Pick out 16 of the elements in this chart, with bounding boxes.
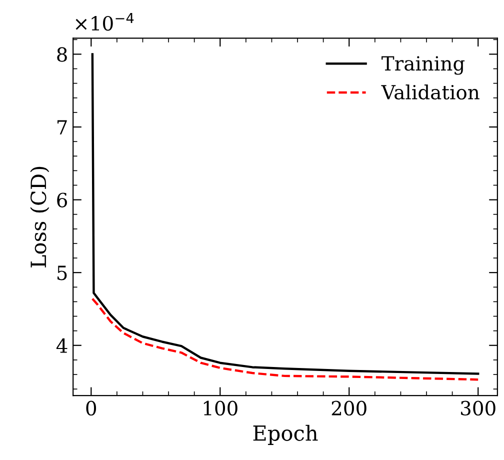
line-series — [91, 298, 480, 381]
y-tick-label: 7 — [57, 120, 67, 134]
y-axis-title: Loss (CD) — [30, 166, 50, 268]
y-tick-label: 8 — [57, 47, 67, 62]
legend-label: Validation — [381, 84, 480, 100]
x-axis-title: Epoch — [253, 424, 318, 445]
x-tick-label: 0 — [86, 400, 96, 416]
x-tick-label: 200 — [332, 400, 366, 416]
y-tick-label: 5 — [58, 266, 67, 280]
line-series — [91, 53, 480, 375]
legend-label: Training — [382, 56, 465, 75]
y-tick-label: 6 — [57, 192, 67, 208]
y-tick-label: 4 — [56, 338, 68, 353]
x-tick-label: 100 — [204, 400, 238, 416]
text: ×10$^{−4}$ — [76, 13, 134, 31]
x-tick-label: 300 — [461, 400, 496, 416]
